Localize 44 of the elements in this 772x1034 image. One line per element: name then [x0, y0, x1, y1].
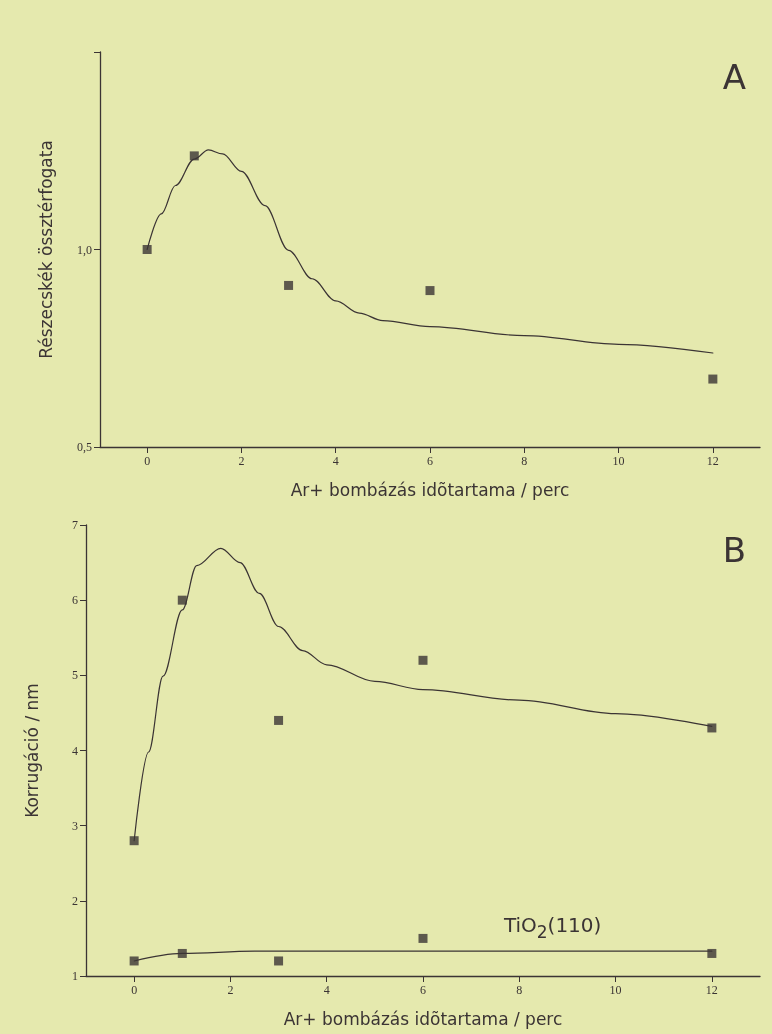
point	[129, 836, 139, 846]
y-tick-label: 5	[72, 668, 78, 683]
x-tick-label: 8	[516, 983, 523, 997]
y-tick-label: 3	[72, 818, 78, 833]
x-tick-label: 4	[323, 983, 330, 997]
y-tick-label: 1	[72, 969, 78, 983]
annotation: A	[722, 57, 747, 97]
x-tick-label: 10	[609, 983, 622, 997]
annotation: B	[722, 530, 746, 570]
y-axis-title: Részecskék össztérfogata	[35, 140, 56, 359]
point	[284, 280, 294, 290]
y-tick-label: 6	[72, 593, 78, 608]
point	[707, 723, 717, 733]
y-tick-label: 4	[72, 743, 78, 758]
y-tick-label: 0,5	[77, 440, 92, 454]
x-tick-label: 2	[227, 983, 234, 997]
x-tick-label: 12	[705, 983, 718, 997]
point	[418, 655, 428, 665]
x-tick-label: 10	[612, 454, 625, 468]
x-tick-label: 0	[144, 454, 151, 468]
x-axis-title: Ar+ bombázás idõtartama / perc	[290, 479, 570, 500]
point	[129, 956, 139, 966]
y-tick-label: 1,0	[77, 242, 92, 257]
point	[418, 933, 428, 943]
y-tick-label: 2	[72, 893, 78, 908]
point	[274, 715, 284, 725]
point	[189, 151, 199, 161]
point	[425, 286, 435, 296]
point	[142, 245, 152, 254]
x-tick-label: 8	[521, 454, 528, 468]
y-tick-label: 7	[72, 518, 78, 532]
y-axis-title: Korrugáció / nm	[21, 683, 42, 818]
point	[708, 374, 718, 384]
x-tick-label: 2	[238, 454, 245, 468]
x-tick-label: 6	[427, 454, 433, 468]
point	[177, 595, 187, 605]
x-tick-label: 4	[332, 454, 339, 468]
x-axis-title: Ar+ bombázás idõtartama / perc	[283, 1008, 563, 1029]
point	[274, 956, 284, 966]
x-tick-label: 0	[131, 983, 138, 997]
point	[707, 948, 717, 958]
x-tick-label: 6	[420, 983, 426, 997]
x-tick-label: 12	[706, 454, 719, 468]
point	[177, 948, 187, 958]
